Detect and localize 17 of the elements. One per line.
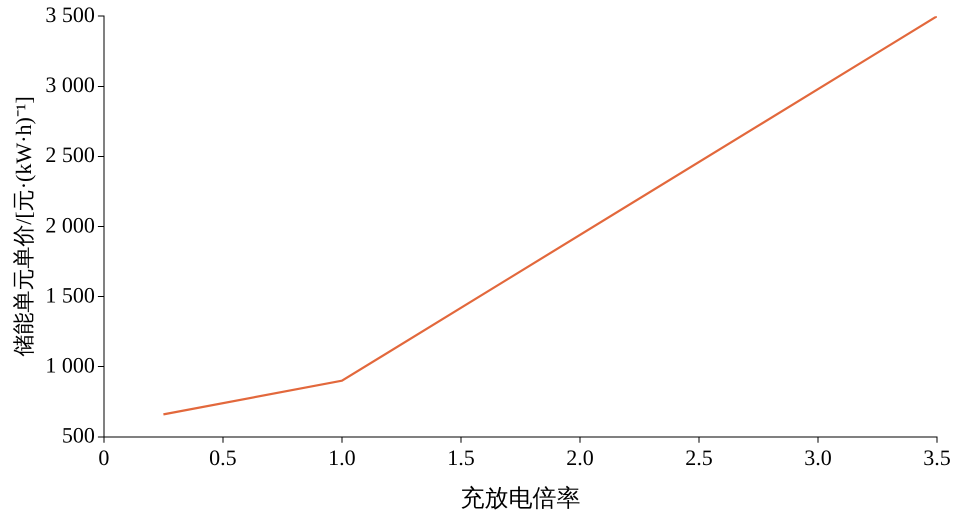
x-tick-label: 3.0	[804, 444, 832, 470]
y-tick-label: 500	[62, 422, 95, 448]
x-tick-label: 3.5	[923, 444, 951, 470]
x-tick-label: 2.5	[685, 444, 713, 470]
y-tick-label: 2 500	[45, 142, 95, 168]
x-tick-label: 0.5	[209, 444, 237, 470]
y-tick-label: 3 000	[45, 72, 95, 98]
x-axis-title: 充放电倍率	[460, 484, 580, 512]
x-tick-label: 2.0	[566, 444, 594, 470]
x-tick-label: 1.0	[328, 444, 356, 470]
y-axis-title: 储能单元单价/[元·(kW·h)⁻¹]	[10, 96, 36, 357]
y-tick-label: 1 000	[45, 352, 95, 378]
x-tick-label: 0	[98, 444, 110, 470]
y-tick-label: 3 500	[45, 2, 95, 27]
x-tick-label: 1.5	[447, 444, 475, 470]
y-tick-label: 2 000	[45, 212, 95, 238]
y-tick-label: 1 500	[45, 282, 95, 308]
